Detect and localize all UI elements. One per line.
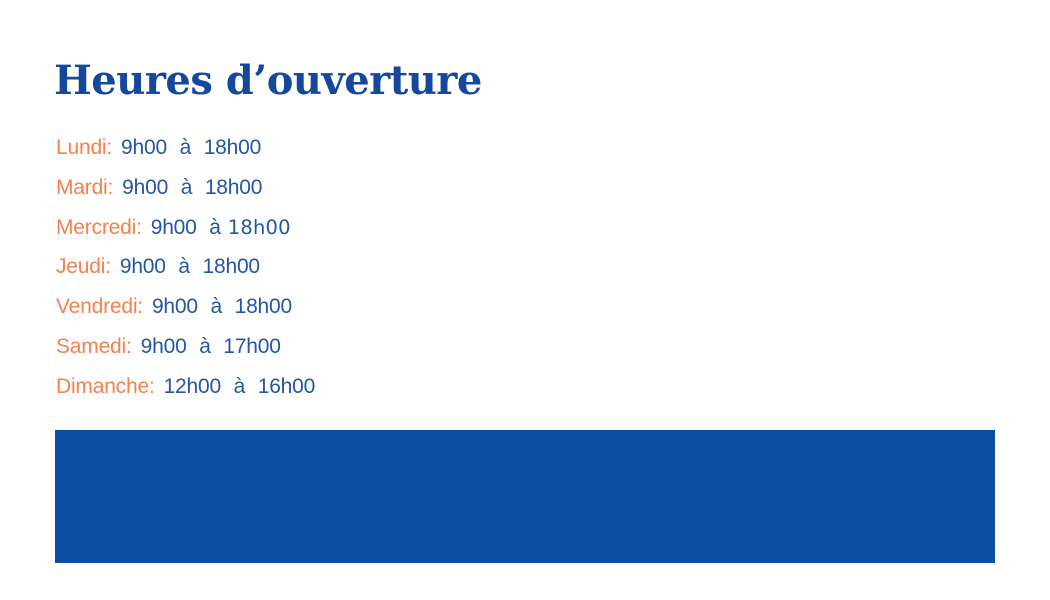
day-label: Jeudi: — [56, 255, 111, 279]
hours-row-dimanche: Dimanche: 12h00 à 16h00 — [56, 367, 315, 407]
hours-value: 9h00 à 17h00 — [140, 334, 281, 358]
day-label: Dimanche: — [56, 374, 155, 398]
page-title: Heures d’ouverture — [54, 57, 482, 104]
hours-row-jeudi: Jeudi: 9h00 à 18h00 — [56, 247, 315, 287]
hours-row-samedi: Samedi: 9h00 à 17h00 — [56, 327, 315, 367]
day-label: Mardi: — [56, 175, 114, 199]
hours-value: 9h00 à 18h00 — [151, 295, 292, 319]
day-label: Vendredi: — [56, 295, 143, 319]
hours-row-mardi: Mardi: 9h00 à 18h00 — [56, 168, 315, 208]
hours-row-vendredi: Vendredi: 9h00 à 18h00 — [56, 287, 315, 327]
hours-value-alt: 18h00 — [227, 215, 291, 239]
bottom-banner — [55, 430, 995, 563]
day-label: Lundi: — [56, 136, 113, 159]
day-label: Mercredi: — [56, 215, 142, 239]
opening-hours-list: Lundi: 9h00 à 18h00 Mardi: 9h00 à 18h00 Me… — [56, 128, 315, 407]
hours-value: 9h00 à 18h00 — [122, 175, 263, 199]
hours-value: 9h00 à 18h00 — [119, 255, 260, 279]
hours-row-mercredi: Mercredi: 9h00 à 18h00 — [56, 208, 315, 248]
hours-value: 12h00 à 16h00 — [163, 374, 316, 398]
hours-value: 9h00 à — [150, 215, 221, 239]
hours-row-lundi: Lundi: 9h00 à 18h00 — [56, 128, 315, 168]
day-label: Samedi: — [56, 334, 132, 358]
hours-value: 9h00 à 18h00 — [121, 136, 262, 159]
